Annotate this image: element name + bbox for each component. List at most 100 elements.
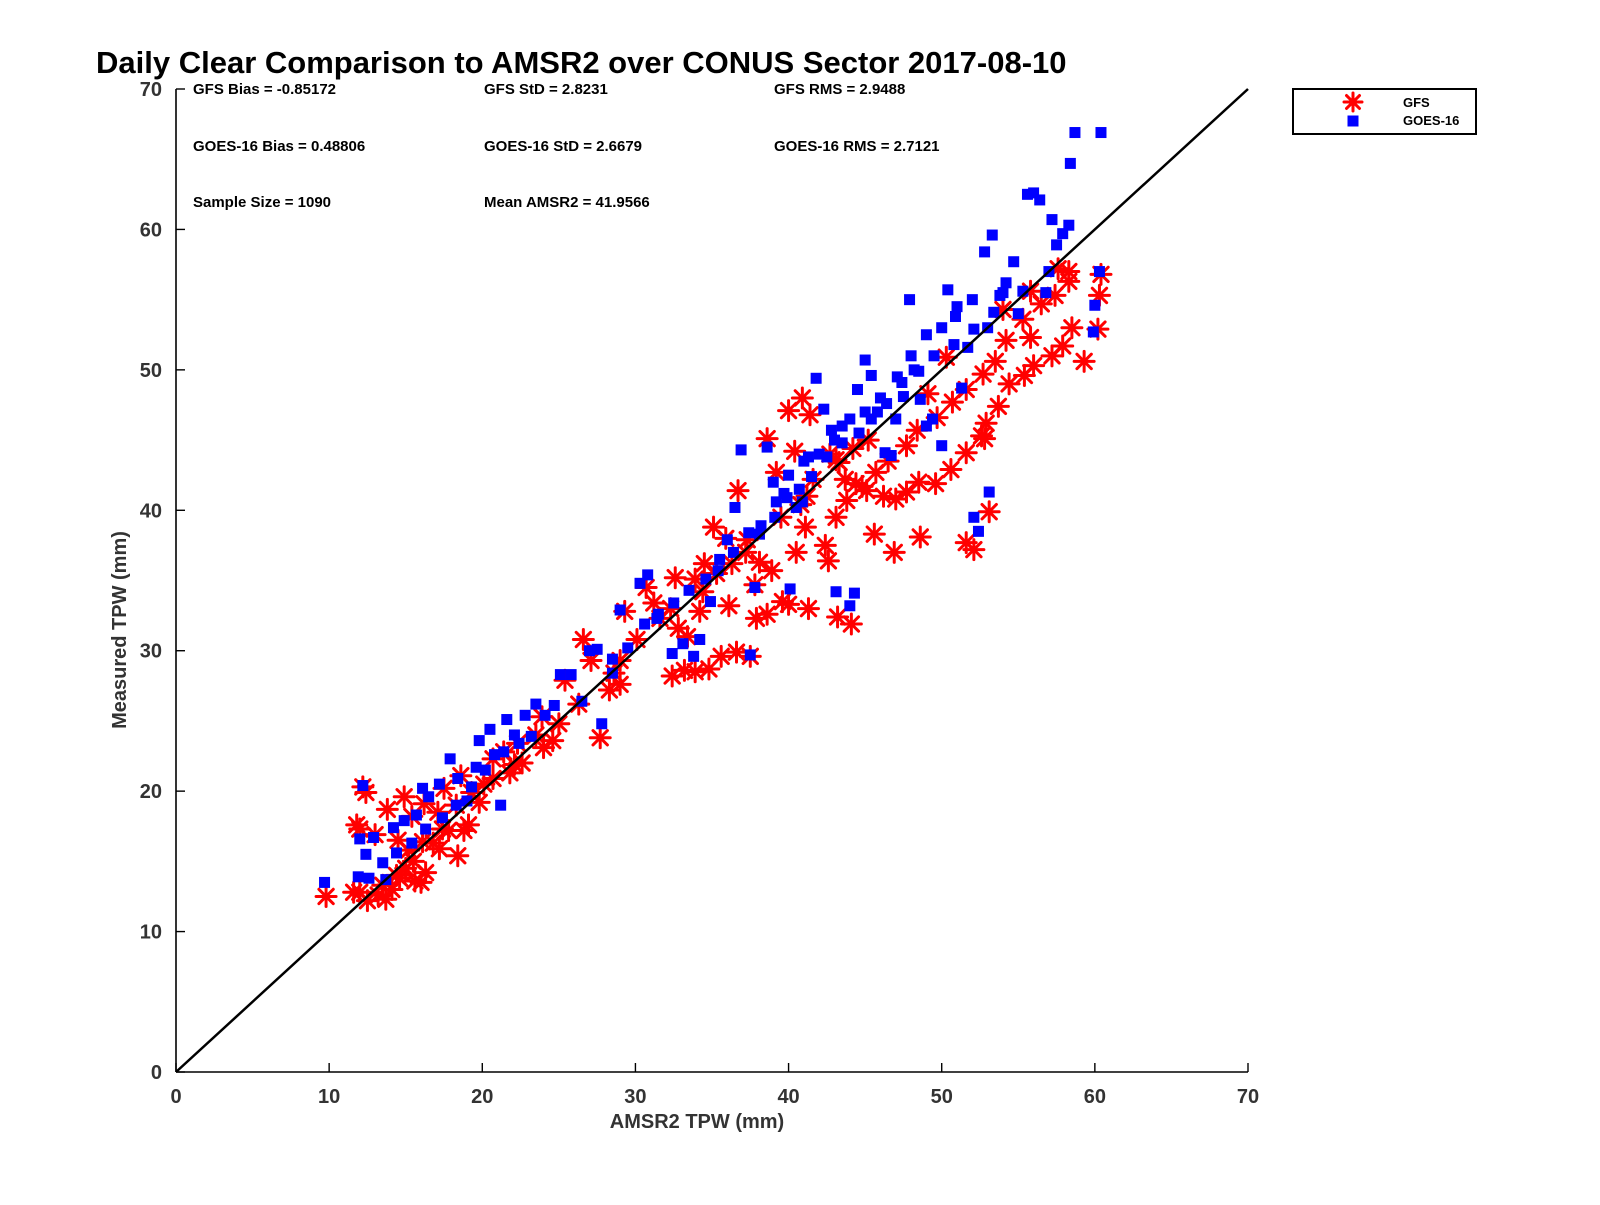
goes-16-data-point xyxy=(498,746,510,758)
goes-16-data-point xyxy=(879,447,891,459)
goes-16-data-point xyxy=(596,718,608,730)
goes-16-data-point xyxy=(436,812,448,824)
y-tick-label: 0 xyxy=(151,1062,162,1084)
gfs-data-point xyxy=(314,884,338,908)
goes-16-data-point xyxy=(1051,239,1063,251)
goes-16-data-point xyxy=(525,730,537,742)
goes-16-data-point xyxy=(727,546,739,558)
goes-16-data-point xyxy=(606,653,618,665)
goes-16-data-point xyxy=(749,582,761,594)
gfs-data-point xyxy=(386,828,410,852)
goes-16-data-point xyxy=(904,294,916,306)
goes-16-data-point xyxy=(942,284,954,296)
legend-box xyxy=(1292,88,1477,135)
stat-goes-std: GOES-16 StD = 2.6679 xyxy=(484,138,642,155)
goes-16-data-point xyxy=(622,642,634,654)
goes-16-data-point xyxy=(352,871,364,883)
goes-16-data-point xyxy=(836,420,848,432)
goes-16-data-point xyxy=(825,424,837,436)
goes-16-data-point xyxy=(988,306,1000,318)
gfs-data-point xyxy=(663,566,687,590)
legend-goes-16-square-icon xyxy=(1347,115,1359,127)
stat-goes-rms: GOES-16 RMS = 2.7121 xyxy=(774,138,940,155)
goes-16-data-point xyxy=(986,229,998,241)
stat-gfs-rms: GFS RMS = 2.9488 xyxy=(774,81,905,98)
x-axis-label: AMSR2 TPW (mm) xyxy=(610,1111,784,1133)
goes-16-data-point xyxy=(398,815,410,827)
goes-16-data-point xyxy=(936,322,948,334)
gfs-data-point xyxy=(864,460,888,484)
gfs-data-point xyxy=(571,627,595,651)
goes-16-data-point xyxy=(729,501,741,513)
x-tick-label: 10 xyxy=(318,1086,340,1108)
goes-16-data-point xyxy=(983,486,995,498)
gfs-data-point xyxy=(547,712,571,736)
legend-goes-16-label: GOES-16 xyxy=(1403,113,1459,128)
goes-16-data-point xyxy=(1087,326,1099,338)
gfs-data-point xyxy=(683,660,707,684)
goes-16-data-point xyxy=(859,354,871,366)
goes-16-data-point xyxy=(796,496,808,508)
goes-16-data-point xyxy=(1046,214,1058,226)
gfs-data-point xyxy=(760,559,784,583)
goes-16-data-point xyxy=(694,633,706,645)
goes-16-data-point xyxy=(761,441,773,453)
one-to-one-reference-line xyxy=(175,88,1249,1073)
goes-16-data-point xyxy=(1095,127,1107,139)
gfs-data-point xyxy=(835,488,859,512)
goes-16-data-point xyxy=(896,376,908,388)
gfs-data-point xyxy=(717,594,741,618)
goes-16-data-point xyxy=(1040,287,1052,299)
goes-16-data-point xyxy=(790,501,802,513)
stat-mean-amsr2: Mean AMSR2 = 41.9566 xyxy=(484,194,650,211)
goes-16-data-point xyxy=(666,648,678,660)
goes-16-data-point xyxy=(634,577,646,589)
gfs-data-point xyxy=(994,328,1018,352)
goes-16-data-point xyxy=(444,753,456,765)
goes-16-data-point xyxy=(1000,277,1012,289)
statistics-block: GFS Bias = -0.85172 GFS StD = 2.8231 GFS… xyxy=(193,81,940,211)
x-tick-label: 20 xyxy=(471,1086,493,1108)
y-tick-label: 40 xyxy=(140,500,162,522)
gfs-data-point xyxy=(777,399,801,423)
goes-16-data-point xyxy=(677,638,689,650)
goes-16-data-point xyxy=(865,369,877,381)
goes-16-data-point xyxy=(357,780,369,792)
gfs-data-point xyxy=(446,844,470,868)
x-tick-label: 0 xyxy=(170,1086,181,1108)
goes-16-data-point xyxy=(755,520,767,532)
goes-16-data-point xyxy=(712,565,724,577)
goes-16-data-point xyxy=(423,791,435,803)
gfs-data-point xyxy=(755,602,779,626)
gfs-data-point xyxy=(974,411,998,435)
y-tick-label: 20 xyxy=(140,781,162,803)
goes-16-data-point xyxy=(767,476,779,488)
goes-16-data-point xyxy=(818,403,830,415)
stat-sample-size: Sample Size = 1090 xyxy=(193,194,331,211)
y-tick-label: 50 xyxy=(140,360,162,382)
gfs-data-point xyxy=(826,605,850,629)
goes-16-data-point xyxy=(806,471,818,483)
gfs-data-point xyxy=(777,592,801,616)
goes-16-data-point xyxy=(851,384,863,396)
gfs-data-point xyxy=(409,870,433,894)
goes-16-data-point xyxy=(1008,256,1020,268)
goes-16-data-point xyxy=(972,525,984,537)
goes-16-data-point xyxy=(897,391,909,403)
goes-16-data-point xyxy=(1028,187,1040,199)
goes-16-data-point xyxy=(871,406,883,418)
gfs-data-point xyxy=(798,403,822,427)
gfs-data-point xyxy=(342,880,366,904)
goes-16-data-point xyxy=(489,749,501,761)
gfs-data-point xyxy=(1057,260,1081,284)
goes-16-data-point xyxy=(891,371,903,383)
gfs-data-point xyxy=(973,427,997,451)
gfs-data-point xyxy=(997,372,1021,396)
goes-16-data-point xyxy=(484,723,496,735)
goes-16-data-point xyxy=(452,773,464,785)
goes-16-data-point xyxy=(614,604,626,616)
stat-gfs-std: GFS StD = 2.8231 xyxy=(484,81,608,98)
gfs-data-point xyxy=(924,472,948,496)
